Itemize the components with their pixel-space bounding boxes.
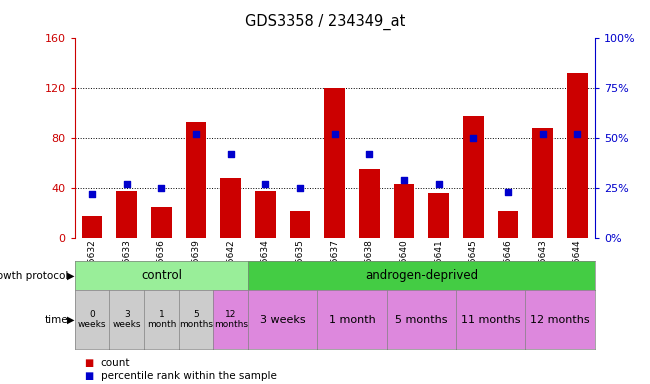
- Text: 12
months: 12 months: [214, 310, 248, 329]
- Text: ▶: ▶: [66, 270, 74, 281]
- Text: 1
month: 1 month: [147, 310, 176, 329]
- Text: 3 weeks: 3 weeks: [260, 314, 306, 325]
- Point: [191, 131, 202, 137]
- Bar: [220, 178, 241, 238]
- Text: ■: ■: [84, 371, 94, 381]
- Point: [468, 135, 478, 141]
- Point: [156, 185, 166, 191]
- Text: 3
weeks: 3 weeks: [112, 310, 141, 329]
- Text: ■: ■: [84, 358, 94, 368]
- Point: [572, 131, 582, 137]
- Point: [503, 189, 514, 195]
- Bar: [394, 184, 415, 238]
- Bar: [82, 216, 103, 238]
- Point: [295, 185, 306, 191]
- Point: [260, 181, 270, 187]
- Text: control: control: [141, 269, 182, 282]
- Text: 5
months: 5 months: [179, 310, 213, 329]
- Bar: [290, 210, 311, 238]
- Point: [122, 181, 132, 187]
- Text: percentile rank within the sample: percentile rank within the sample: [101, 371, 277, 381]
- Bar: [116, 190, 137, 238]
- Text: count: count: [101, 358, 130, 368]
- Text: 0
weeks: 0 weeks: [78, 310, 107, 329]
- Bar: [567, 73, 588, 238]
- Bar: [498, 210, 519, 238]
- Point: [330, 131, 340, 137]
- Point: [87, 191, 98, 197]
- Point: [538, 131, 548, 137]
- Point: [399, 177, 410, 183]
- Text: GDS3358 / 234349_at: GDS3358 / 234349_at: [245, 13, 405, 30]
- Bar: [359, 169, 380, 238]
- Bar: [532, 128, 553, 238]
- Text: ▶: ▶: [66, 314, 74, 325]
- Text: 11 months: 11 months: [461, 314, 521, 325]
- Point: [226, 151, 236, 157]
- Bar: [151, 207, 172, 238]
- Point: [434, 181, 444, 187]
- Bar: [186, 122, 207, 238]
- Bar: [463, 116, 484, 238]
- Text: time: time: [45, 314, 68, 325]
- Bar: [255, 190, 276, 238]
- Bar: [324, 88, 345, 238]
- Text: 1 month: 1 month: [329, 314, 376, 325]
- Bar: [428, 193, 449, 238]
- Point: [364, 151, 374, 157]
- Text: growth protocol: growth protocol: [0, 270, 68, 281]
- Text: androgen-deprived: androgen-deprived: [365, 269, 478, 282]
- Text: 5 months: 5 months: [395, 314, 448, 325]
- Text: 12 months: 12 months: [530, 314, 590, 325]
